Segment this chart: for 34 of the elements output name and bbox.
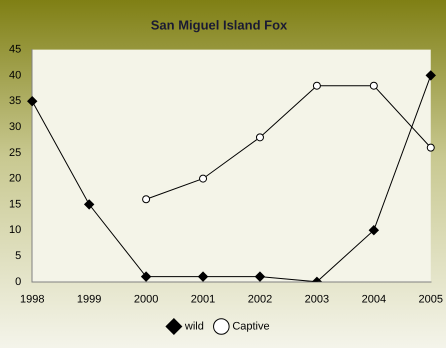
y-tick-label: 10 xyxy=(8,224,22,236)
x-tick-label: 2002 xyxy=(248,293,272,306)
point xyxy=(254,272,265,282)
y-tick-label: 25 xyxy=(8,146,22,159)
point xyxy=(426,144,435,152)
point xyxy=(199,174,208,183)
point xyxy=(312,82,321,90)
point xyxy=(426,70,436,80)
x-tick-label: 1999 xyxy=(76,293,102,306)
point xyxy=(198,272,208,282)
x-tick-label: 2000 xyxy=(134,293,158,306)
chart-title: San Miguel Island Fox xyxy=(150,17,288,32)
y-tick-label: 20 xyxy=(8,172,22,185)
point xyxy=(27,96,38,106)
y-tick-label: 30 xyxy=(8,121,22,134)
point xyxy=(370,82,378,90)
y-tick-label: 40 xyxy=(8,69,22,82)
y-tick-label: 35 xyxy=(8,95,22,108)
y-tick-label: 5 xyxy=(15,250,22,262)
legend-label: wild xyxy=(184,320,204,333)
point xyxy=(84,199,94,210)
y-tick-label: 0 xyxy=(15,276,22,288)
x-tick-label: 2001 xyxy=(190,293,216,306)
point xyxy=(142,195,150,204)
x-tick-label: 2005 xyxy=(418,293,444,306)
y-tick-label: 15 xyxy=(8,198,22,210)
legend-label: Captive xyxy=(232,320,270,333)
point xyxy=(368,225,379,236)
x-tick-label: 2004 xyxy=(362,293,386,306)
point xyxy=(141,272,152,282)
x-tick-label: 1998 xyxy=(20,293,44,306)
point xyxy=(256,133,264,142)
x-tick-label: 2003 xyxy=(304,293,330,306)
y-tick-label: 45 xyxy=(8,44,22,56)
